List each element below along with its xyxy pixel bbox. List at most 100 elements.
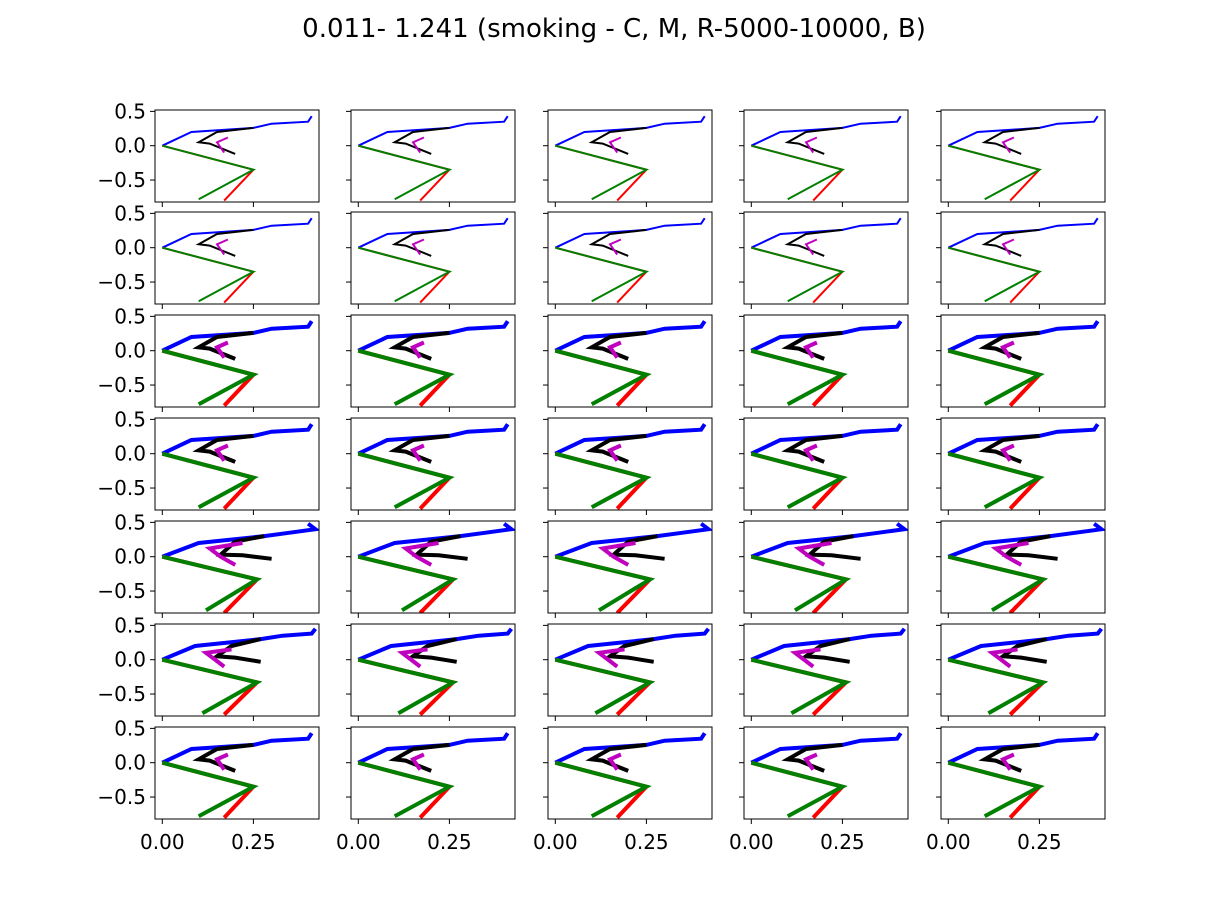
magenta-series-line — [213, 340, 229, 359]
green-series-line — [162, 246, 257, 303]
x-tick-label: 0.25 — [231, 830, 276, 854]
red-series-line — [554, 554, 654, 613]
series-group — [750, 320, 903, 407]
black-series-line — [588, 126, 647, 155]
axes-frame — [547, 314, 713, 408]
y-tick-label: −0.5 — [97, 476, 146, 500]
green-series-line — [358, 144, 453, 201]
axes-frame — [743, 417, 909, 511]
subplot — [346, 109, 516, 207]
green-series-line — [947, 760, 1045, 819]
magenta-series-line — [999, 443, 1015, 462]
red-series-line — [751, 246, 845, 304]
x-tick-label: 0.25 — [1017, 830, 1062, 854]
x-tick-label: 0.00 — [926, 830, 971, 854]
magenta-series-line — [789, 647, 821, 669]
subplot — [543, 211, 713, 309]
black-series-line — [800, 637, 851, 664]
blue-series-line — [554, 423, 707, 456]
axes-frame — [350, 211, 516, 305]
series-group — [357, 217, 509, 304]
series-group — [161, 732, 314, 819]
green-series-line — [554, 348, 652, 407]
black-series-line — [211, 637, 262, 664]
magenta-series-line — [804, 238, 818, 256]
blue-series-line — [357, 522, 515, 559]
red-series-line — [161, 554, 261, 613]
red-series-line — [947, 657, 1047, 716]
magenta-series-line — [804, 136, 818, 154]
y-tick-label: 0.0 — [114, 134, 146, 158]
y-tick-label: 0.0 — [114, 236, 146, 260]
magenta-series-line — [215, 136, 229, 154]
green-series-line — [948, 144, 1043, 201]
subplot — [739, 417, 909, 515]
subplot — [543, 520, 713, 618]
series-group — [161, 217, 313, 304]
axes-frame — [940, 726, 1106, 820]
magenta-series-line — [215, 238, 229, 256]
axes-frame — [350, 417, 516, 511]
axes-frame — [350, 623, 516, 717]
subplot — [543, 623, 713, 721]
y-tick-label: 0.0 — [114, 545, 146, 569]
green-series-line — [947, 657, 1049, 716]
axes-frame — [547, 726, 713, 820]
series-group — [750, 732, 903, 819]
magenta-series-line — [990, 541, 1029, 567]
blue-series-line — [357, 423, 510, 456]
subplot — [739, 211, 909, 309]
axes-frame — [940, 520, 1106, 614]
blue-series-line — [947, 217, 1099, 249]
blue-series-line — [161, 522, 319, 559]
subplot: 0.5 0.0 −0.5 — [97, 99, 320, 207]
black-series-line — [784, 228, 843, 257]
black-series-line — [784, 126, 843, 155]
blue-series-line — [947, 320, 1100, 353]
red-series-line — [162, 144, 256, 202]
series-group — [947, 320, 1100, 407]
magenta-series-line — [593, 647, 625, 669]
green-series-line — [162, 144, 257, 201]
series-group — [357, 320, 510, 407]
blue-series-line — [357, 115, 509, 147]
axes-frame — [350, 726, 516, 820]
series-group — [554, 115, 706, 202]
subplot: 0.00 0.25 — [336, 726, 516, 854]
series-group — [554, 423, 707, 510]
green-series-line — [357, 554, 459, 613]
series-group — [947, 732, 1100, 819]
series-group — [750, 522, 908, 613]
y-tick-label: −0.5 — [97, 785, 146, 809]
blue-series-line — [161, 115, 313, 147]
subplot: 0.5 0.0 −0.5 — [97, 304, 320, 412]
series-group — [554, 522, 712, 613]
magenta-series-line — [608, 136, 622, 154]
series-group — [357, 732, 510, 819]
subplot — [346, 211, 516, 309]
blue-series-line — [750, 423, 903, 456]
series-group — [357, 522, 515, 613]
red-series-line — [947, 554, 1047, 613]
y-tick-label: −0.5 — [97, 270, 146, 294]
green-series-line — [750, 451, 848, 510]
black-series-line — [588, 228, 647, 257]
magenta-series-line — [213, 752, 229, 771]
green-series-line — [750, 554, 852, 613]
green-series-line — [554, 451, 652, 510]
green-series-line — [947, 348, 1045, 407]
magenta-series-line — [802, 752, 818, 771]
red-series-line — [358, 144, 452, 202]
subplot: 0.5 0.0 −0.5 0.00 0.25 — [97, 716, 320, 854]
subplot — [346, 417, 516, 515]
subplot: 0.5 0.0 −0.5 — [97, 510, 320, 618]
series-group — [357, 115, 509, 202]
y-tick-label: 0.5 — [114, 201, 146, 225]
x-tick-label: 0.25 — [427, 830, 472, 854]
red-series-line — [161, 657, 261, 716]
black-series-line — [195, 126, 254, 155]
subplot — [936, 314, 1106, 412]
axes-frame — [547, 623, 713, 717]
magenta-series-line — [606, 340, 622, 359]
